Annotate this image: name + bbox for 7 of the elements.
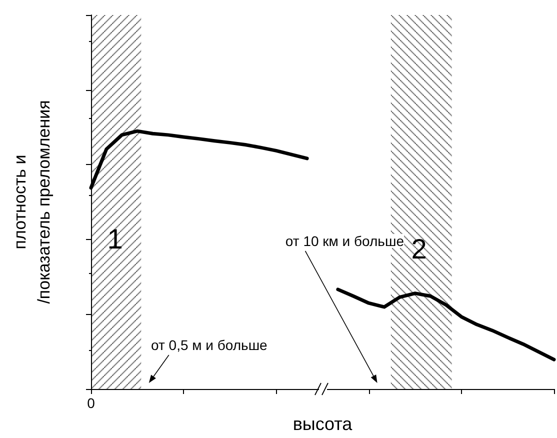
annotation: 2 xyxy=(411,234,427,264)
annotation: 1 xyxy=(107,224,123,254)
text: 0 xyxy=(87,395,96,411)
annotation: от 10 км и больше xyxy=(285,233,404,249)
annotation: от 0,5 м и больше xyxy=(151,337,268,353)
x-axis-title: высота xyxy=(292,414,354,434)
y-axis-title: плотность и /показатель преломления xyxy=(10,100,54,304)
